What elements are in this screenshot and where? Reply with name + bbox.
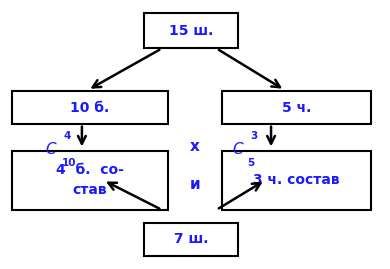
Text: х: х [190, 139, 200, 154]
Text: и: и [190, 177, 200, 192]
Text: 5 ч.: 5 ч. [282, 101, 311, 115]
Text: 3 ч. состав: 3 ч. состав [253, 173, 340, 187]
Text: $\mathit{C}$: $\mathit{C}$ [232, 141, 245, 157]
Text: 3: 3 [251, 131, 258, 141]
Bar [12, 91, 168, 124]
Text: 5: 5 [248, 158, 255, 168]
Text: 10: 10 [62, 158, 76, 168]
Bar [12, 151, 168, 210]
Text: 4  б.  со-
став: 4 б. со- став [56, 164, 124, 197]
Text: $\mathit{C}$: $\mathit{C}$ [45, 141, 57, 157]
Bar [144, 223, 238, 256]
Text: 7 ш.: 7 ш. [174, 232, 208, 246]
Text: 15 ш.: 15 ш. [169, 24, 213, 38]
Bar [144, 13, 238, 48]
Bar [222, 91, 370, 124]
Text: 4: 4 [64, 131, 71, 141]
Text: 10 б.: 10 б. [70, 101, 109, 115]
Bar [222, 151, 370, 210]
